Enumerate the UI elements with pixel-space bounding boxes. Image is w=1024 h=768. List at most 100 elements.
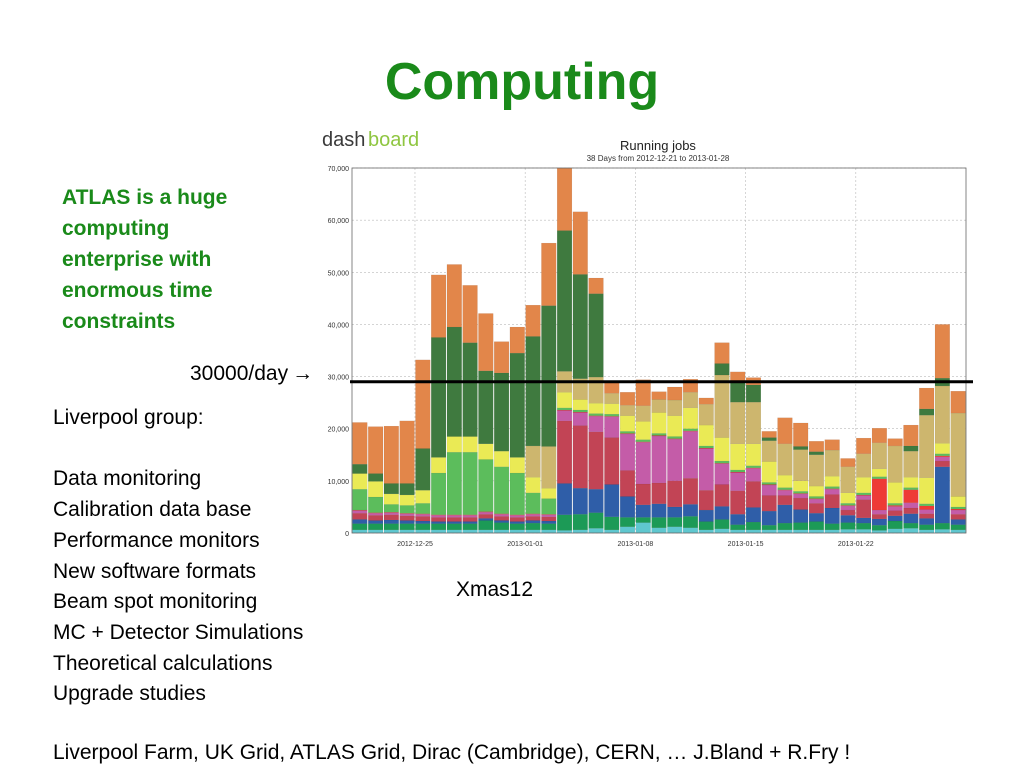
bar-segment bbox=[368, 520, 384, 524]
bar-segment bbox=[934, 453, 950, 456]
bar-segment bbox=[494, 514, 510, 517]
bar-segment bbox=[557, 410, 573, 422]
bar-segment bbox=[415, 516, 431, 522]
bar-segment bbox=[541, 446, 557, 489]
bar-segment bbox=[934, 529, 950, 534]
bar-segment bbox=[761, 525, 777, 531]
bar-segment bbox=[478, 529, 494, 534]
bar-segment bbox=[761, 495, 777, 512]
bar-segment bbox=[635, 439, 651, 442]
bar-segment bbox=[525, 336, 541, 447]
bar-segment bbox=[714, 437, 730, 462]
bar-segment bbox=[887, 515, 903, 522]
bar-segment bbox=[950, 506, 966, 510]
bar-segment bbox=[635, 442, 651, 485]
bar-segment bbox=[619, 431, 636, 434]
bar-segment bbox=[919, 477, 935, 504]
bar-segment bbox=[619, 496, 636, 518]
bar-segment bbox=[824, 449, 840, 477]
bar-segment bbox=[462, 523, 478, 531]
bar-segment bbox=[777, 490, 793, 496]
bar-segment bbox=[777, 522, 793, 531]
bar-segment bbox=[588, 528, 604, 534]
blurb-line: enormous time bbox=[62, 279, 213, 302]
bar-segment bbox=[777, 443, 793, 476]
bar-segment bbox=[667, 526, 683, 534]
y-tick-label: 50,000 bbox=[328, 270, 350, 277]
bar-segment bbox=[572, 409, 588, 413]
blurb-line: computing bbox=[62, 217, 170, 240]
bar-segment bbox=[950, 524, 966, 531]
bar-segment bbox=[824, 523, 840, 531]
bar-segment bbox=[557, 407, 573, 411]
bar-segment bbox=[635, 421, 651, 440]
bar-segment bbox=[840, 458, 856, 467]
bar-segment bbox=[761, 431, 777, 438]
bar-segment bbox=[525, 516, 541, 521]
bar-segment bbox=[698, 424, 714, 447]
bar-segment bbox=[903, 528, 919, 534]
bar-segment bbox=[651, 391, 667, 400]
x-tick-label: 2012-12-25 bbox=[397, 541, 433, 548]
bar-segment bbox=[745, 401, 761, 444]
bar-segment bbox=[856, 453, 872, 478]
bar-segment bbox=[572, 529, 588, 534]
bar-segment bbox=[368, 523, 384, 531]
y-tick-label: 70,000 bbox=[328, 166, 350, 173]
bar-segment bbox=[793, 497, 809, 510]
bar-segment bbox=[714, 519, 730, 529]
group-title: Liverpool group: bbox=[53, 406, 204, 429]
bar-segment bbox=[667, 436, 683, 439]
bar-segment bbox=[572, 514, 588, 531]
bar-segment bbox=[887, 503, 903, 506]
bar-segment bbox=[824, 486, 840, 489]
bar-segment bbox=[635, 405, 651, 422]
x-tick-label: 2013-01-22 bbox=[838, 541, 874, 548]
y-tick-label: 10,000 bbox=[328, 479, 350, 486]
bar-segment bbox=[698, 529, 714, 534]
bar-segment bbox=[352, 529, 368, 534]
bar-segment bbox=[383, 493, 399, 505]
bar-segment bbox=[919, 505, 935, 510]
bar-segment bbox=[934, 455, 950, 458]
bar-segment bbox=[919, 524, 935, 531]
bar-segment bbox=[494, 529, 510, 534]
bar-segment bbox=[950, 508, 966, 511]
bar-segment bbox=[415, 513, 431, 515]
bar-segment bbox=[415, 523, 431, 531]
bar-segment bbox=[651, 412, 667, 434]
bar-segment bbox=[604, 484, 620, 517]
bar-segment bbox=[588, 277, 604, 294]
bar-segment bbox=[509, 472, 525, 515]
bar-segment bbox=[903, 513, 919, 524]
bar-segment bbox=[352, 510, 368, 514]
bar-segment bbox=[761, 510, 777, 526]
slide-title: Computing bbox=[384, 53, 660, 111]
bar-segment bbox=[761, 482, 777, 485]
bar-segment bbox=[541, 523, 557, 531]
bar-segment bbox=[383, 483, 399, 495]
bar-segment bbox=[698, 448, 714, 491]
bar-segment bbox=[919, 513, 935, 519]
bar-segment bbox=[509, 529, 525, 534]
bar-segment bbox=[619, 517, 636, 527]
x-tick-label: 2013-01-01 bbox=[507, 541, 543, 548]
bar-segment bbox=[667, 399, 683, 416]
bar-segment bbox=[509, 517, 525, 522]
bar-segment bbox=[793, 449, 809, 482]
bar-segment bbox=[714, 342, 730, 364]
bar-segment bbox=[446, 521, 462, 524]
threshold-text: 30000/day bbox=[190, 362, 289, 385]
bar-segment bbox=[525, 529, 541, 534]
bar-segment bbox=[871, 476, 887, 479]
bar-segment bbox=[541, 488, 557, 499]
bar-segment bbox=[368, 515, 384, 521]
bar-segment bbox=[635, 517, 651, 523]
bar-segment bbox=[840, 492, 856, 504]
bar-segment bbox=[793, 480, 809, 492]
bar-segment bbox=[761, 437, 777, 441]
bar-segment bbox=[635, 522, 651, 534]
bar-segment bbox=[667, 438, 683, 482]
bar-segment bbox=[651, 527, 667, 534]
bar-segment bbox=[730, 443, 746, 471]
